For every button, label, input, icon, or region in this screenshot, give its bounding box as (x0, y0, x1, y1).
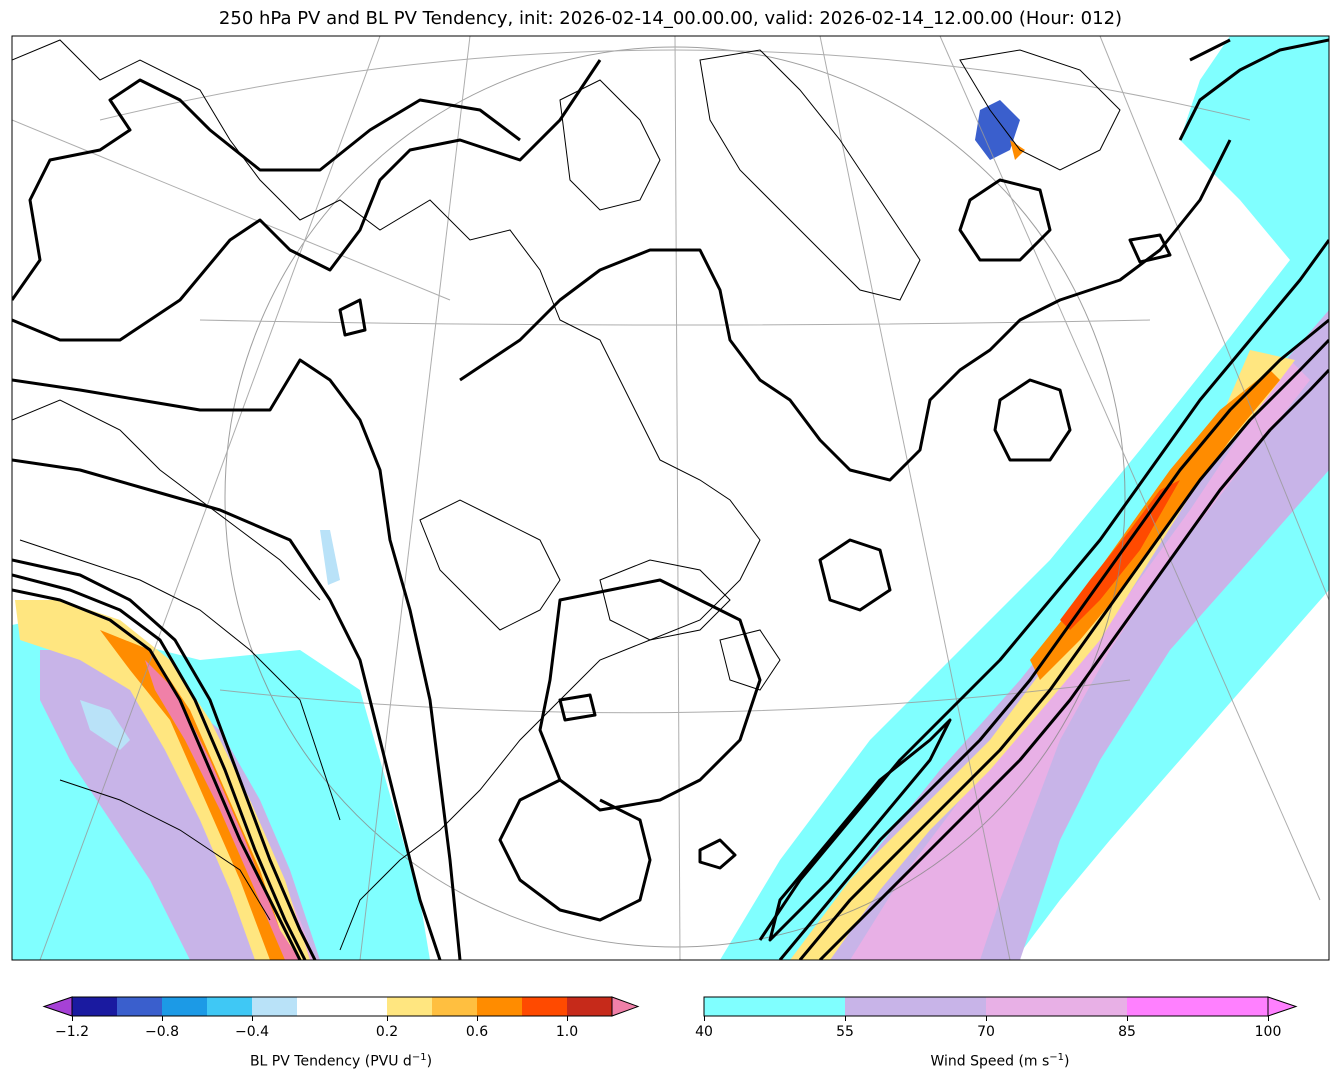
colorbar-left-segment (117, 997, 162, 1016)
pv-contour-center-2 (538, 578, 762, 812)
pv-contour-east-1 (758, 239, 1329, 941)
colorbar-right-label-text: Wind Speed (m s (930, 1053, 1050, 1070)
pv-contour-east-2 (778, 318, 1329, 960)
colorbar-left-extend-high (611, 996, 640, 1017)
colorbar-left-label-tail: ) (426, 1053, 433, 1070)
colorbar-right-extend-high (1267, 996, 1298, 1017)
pv-contour-west-5 (12, 358, 462, 960)
colorbar-left-label: BL PV Tendency (PVU d−1) (44, 1052, 638, 1070)
pv-contour-south-loop (498, 778, 652, 922)
colorbar-left-segment (432, 997, 477, 1016)
map-frame (11, 35, 1330, 961)
colorbar-right-segment (704, 997, 845, 1016)
colorbar-right-segment (1127, 997, 1268, 1016)
pv-contour-small-2 (338, 298, 367, 337)
colorbar-left-label-sup: −1 (411, 1052, 427, 1063)
pv-tendency-negative-canada (320, 530, 340, 585)
wind-40-55-east (720, 36, 1329, 960)
colorbar-right-segment (845, 997, 986, 1016)
pv-contour-arctic-east (1178, 38, 1329, 141)
colorbar-left-tick-label: 1.0 (555, 1024, 579, 1040)
pv-tendency-negative-arctic (975, 100, 1020, 160)
colorbar-wind-speed (703, 996, 1298, 1017)
colorbar-left-tick-label: 0.2 (375, 1024, 399, 1040)
colorbar-right-tickmark (986, 1016, 987, 1021)
pv-contour-east-3 (798, 338, 1329, 960)
colorbar-left-segment (297, 997, 387, 1016)
colorbar-left-label-text: BL PV Tendency (PVU d (249, 1053, 412, 1070)
colorbar-right-tick-label: 100 (1254, 1024, 1282, 1040)
colorbar-bl-pv-tendency (42, 996, 640, 1017)
colorbar-left-segment (522, 997, 567, 1016)
colorbar-left-segment (162, 997, 207, 1016)
colorbar-right-tick-label: 40 (695, 1024, 713, 1040)
pv-tendency-negative-small (80, 700, 130, 750)
pv-contours (12, 38, 1329, 960)
colorbar-right-tickmark (704, 1016, 705, 1021)
pv-contour-east-4 (818, 368, 1329, 960)
colorbar-left-tickmark (162, 1016, 163, 1021)
pv-contour-ne-loop (993, 378, 1072, 462)
colorbar-left-frame (71, 996, 613, 1017)
pv-contour-west-3 (12, 558, 317, 960)
map-title: 250 hPa PV and BL PV Tendency, init: 202… (218, 8, 1123, 29)
colorbar-right-segment (986, 997, 1127, 1016)
pv-contour-west-4 (12, 458, 442, 960)
colorbar-right-tickmark (1127, 1016, 1128, 1021)
pv-contour-east-loop (768, 718, 952, 942)
pv-contour-small-4 (558, 693, 597, 722)
pv-contour-west-1 (12, 588, 302, 960)
colorbar-left-tickmark (387, 1016, 388, 1021)
colorbar-left-segment (477, 997, 522, 1016)
colorbar-left-tick-label: −1.2 (55, 1024, 89, 1040)
colorbar-left-tickmark (252, 1016, 253, 1021)
colorbar-left-segment (72, 997, 117, 1016)
pv-contour-small-1 (698, 838, 737, 870)
colorbar-right-tickmark (1268, 1016, 1269, 1021)
colorbar-left-segment (567, 997, 612, 1016)
pv-contour-west-2 (12, 573, 307, 960)
colorbar-right-label-sup: −1 (1049, 1052, 1065, 1063)
colorbar-left-segment (207, 997, 252, 1016)
colorbar-right-label-tail: ) (1064, 1053, 1070, 1070)
colorbar-right-label: Wind Speed (m s−1) (703, 1052, 1297, 1070)
pv-contour-arctic-loop (958, 178, 1052, 262)
pv-contour-north-2 (12, 78, 521, 301)
colorbar-right-tick-label: 55 (836, 1024, 854, 1040)
colorbar-left-tick-label: −0.8 (145, 1024, 179, 1040)
pv-contour-mid-loop (818, 538, 892, 612)
colorbar-left-tickmark (567, 1016, 568, 1021)
colorbar-left-tick-label: 0.6 (465, 1024, 489, 1040)
pv-contour-north-1 (12, 59, 602, 342)
colorbar-left-segment (387, 997, 432, 1016)
colorbar-left-tick-label: −0.4 (235, 1024, 269, 1040)
colorbar-right-tickmark (845, 1016, 846, 1021)
colorbar-left-segment (252, 997, 297, 1016)
pv-contour-small-3 (1128, 233, 1172, 264)
pv-tendency-positive-arctic (1010, 140, 1025, 160)
colorbar-right-tick-label: 70 (977, 1024, 995, 1040)
graticule (12, 36, 1329, 960)
colorbar-left-tickmark (72, 1016, 73, 1021)
colorbar-right-tick-label: 85 (1118, 1024, 1136, 1040)
pv-tendency-orange-west (100, 630, 290, 960)
colorbar-left-tickmark (477, 1016, 478, 1021)
colorbar-left-extend-low (42, 996, 73, 1017)
pv-contour-center (459, 139, 1232, 482)
